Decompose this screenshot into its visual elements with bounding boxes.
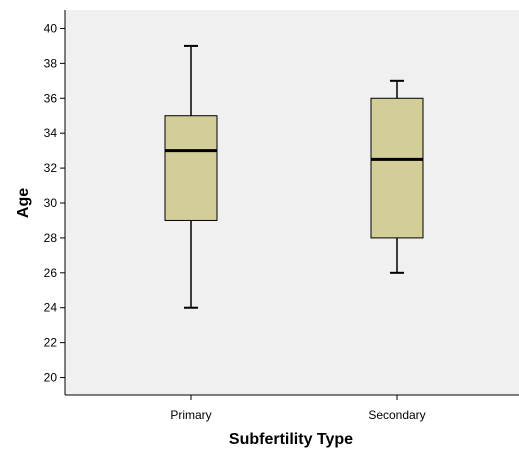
- y-tick-label: 20: [44, 371, 58, 385]
- y-tick-label: 32: [44, 161, 58, 175]
- y-tick-label: 22: [44, 336, 58, 350]
- y-tick-label: 30: [44, 196, 58, 210]
- y-tick-label: 34: [44, 126, 58, 140]
- box-primary: [164, 115, 218, 221]
- x-tick-label: Secondary: [368, 408, 425, 422]
- y-tick-label: 40: [44, 21, 58, 35]
- y-tick-label: 38: [44, 56, 58, 70]
- x-tick-label: Primary: [170, 408, 211, 422]
- y-tick-label: 24: [44, 301, 58, 315]
- y-axis-title: Age: [15, 188, 32, 218]
- plot-area: [65, 10, 519, 395]
- y-tick-label: 26: [44, 266, 58, 280]
- y-tick-label: 36: [44, 91, 58, 105]
- y-tick-label: 28: [44, 231, 58, 245]
- box-secondary: [370, 97, 424, 239]
- x-axis-title: Subfertility Type: [229, 431, 353, 448]
